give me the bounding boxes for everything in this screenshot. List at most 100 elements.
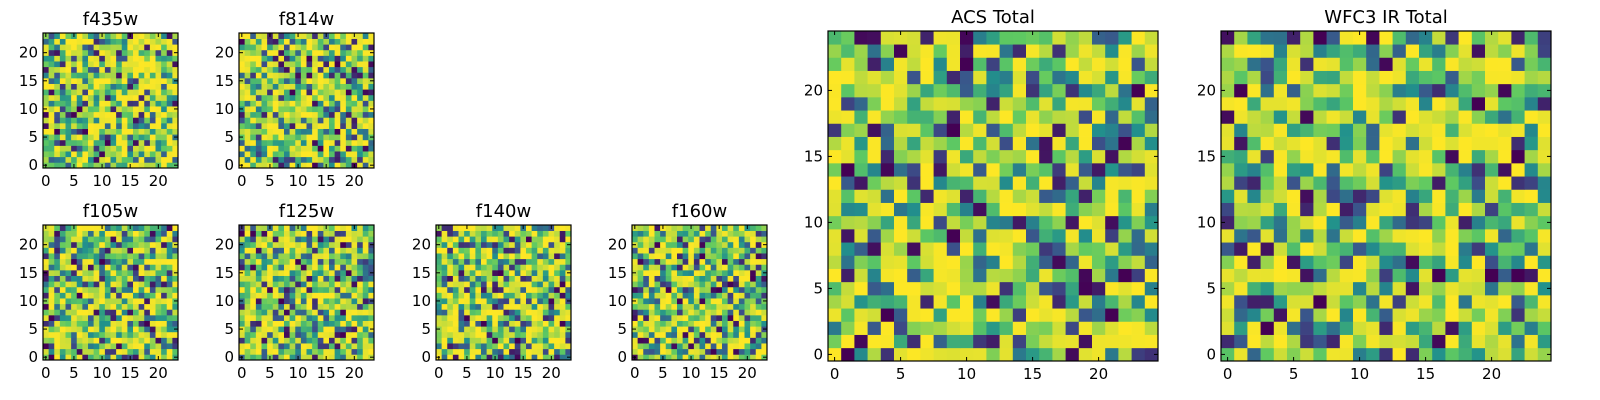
heatmap-cell [255,258,262,265]
heatmap-cell [693,275,700,282]
heatmap-cell [284,139,290,146]
heatmap-cell [452,281,459,288]
heatmap-cell [1458,110,1473,124]
heatmap-cell [138,106,145,113]
heatmap-cell [1092,255,1106,269]
heatmap-cell [149,258,156,265]
heatmap-cell [272,72,279,79]
x-tick-label: 0 [830,365,840,383]
heatmap-cell [1313,136,1327,151]
heatmap-cell [841,70,855,85]
heatmap-cell [755,225,762,231]
heatmap-cell [469,354,476,361]
heatmap-cell [144,315,151,321]
heatmap-cell [497,281,504,288]
heatmap-cell [345,117,352,124]
heatmap-cell [295,134,302,141]
heatmap-cell [660,298,667,305]
heatmap-cell [1026,83,1040,98]
heatmap-cell [722,241,728,248]
heatmap-cell [172,128,179,135]
heatmap-cell [312,89,319,96]
heatmap-cell [1485,163,1499,177]
heatmap-cell [65,128,72,135]
heatmap-cell [1419,123,1433,137]
x-tick-label: 10 [1350,365,1369,383]
heatmap-cell [345,320,352,327]
heatmap-cell [166,117,173,124]
heatmap-cell [104,337,111,344]
heatmap-cell [278,286,285,293]
heatmap-cell [854,123,868,137]
heatmap-cell [1012,44,1027,58]
heatmap-cell [1445,136,1459,151]
heatmap-cell [250,162,257,169]
heatmap-cell [452,354,459,361]
heatmap-cell [1524,295,1539,309]
heatmap-cell [1471,308,1486,322]
heatmap-cell [88,337,94,344]
heatmap-cell [548,275,555,282]
heatmap-cell [116,270,123,276]
heatmap-cell [1300,215,1314,230]
heatmap-cell [121,241,128,248]
heatmap-cell [329,236,335,243]
heatmap-cell [492,343,499,350]
heatmap-cell [464,348,471,355]
heatmap-cell [82,320,89,327]
heatmap-cell [93,111,100,118]
heatmap-cell [121,264,128,271]
heatmap-cell [368,55,375,62]
heatmap-cell [1260,83,1275,98]
heatmap-cell [531,264,538,271]
heatmap-cell [933,215,948,230]
heatmap-cell [1326,163,1341,177]
heatmap-cell [565,247,572,254]
heatmap-cell [161,156,168,163]
heatmap-cell [340,281,347,288]
heatmap-cell [828,110,842,124]
heatmap-cell [1118,321,1132,335]
heatmap-cell [300,128,307,135]
heatmap-cell [110,275,117,282]
heatmap-cell [144,241,151,248]
heatmap-cell [284,343,290,350]
heatmap-cell [144,162,151,169]
heatmap-cell [306,61,313,68]
heatmap-cell [116,123,123,129]
heatmap-cell [643,225,650,231]
heatmap-cell [306,94,313,101]
heatmap-cell [244,348,251,355]
heatmap-cell [362,111,369,118]
heatmap-cell [278,78,285,84]
heatmap-cell [317,145,324,152]
heatmap-cell [542,320,549,327]
heatmap-cell [1039,44,1053,58]
heatmap-cell [334,348,341,355]
heatmap-cell [1353,70,1367,85]
heatmap-cell [648,292,655,299]
heatmap-cell [334,38,341,45]
heatmap-cell [1498,70,1512,85]
heatmap-cell [682,253,689,260]
heatmap-cell [1118,31,1132,45]
heatmap-cell [76,286,83,293]
heatmap-cell [559,236,566,243]
heatmap-cell [1498,215,1512,230]
heatmap-cell [306,281,313,288]
heatmap-cell [289,264,296,271]
heatmap-cell [688,315,695,321]
heatmap-cell [110,286,117,293]
heatmap-cell [144,83,151,90]
heatmap-cell [1313,83,1327,98]
heatmap-cell [255,117,262,124]
x-tick-label: 15 [514,364,533,382]
heatmap-cell [458,236,465,243]
heatmap-cell [345,156,352,163]
heatmap-cell [155,100,162,107]
heatmap-cell [250,354,257,361]
heatmap-cell [71,320,78,327]
heatmap-cell [278,83,285,90]
heatmap-cell [933,44,948,58]
